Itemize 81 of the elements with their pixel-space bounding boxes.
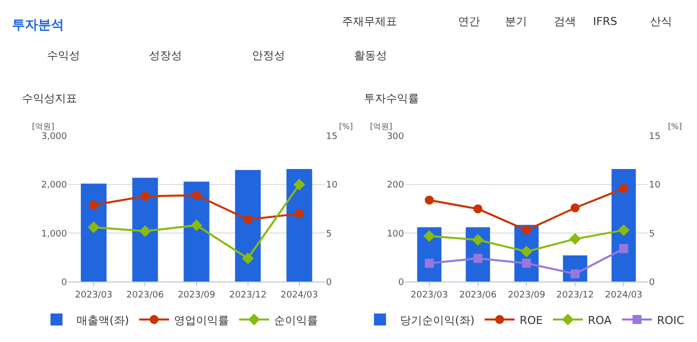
x-tick-label: 2023/06 (126, 290, 164, 300)
x-tick-label: 2023/09 (508, 290, 546, 300)
y-tick-label: 3,000 (41, 132, 68, 142)
point (424, 196, 434, 205)
y-tick-label: 0 (61, 278, 68, 288)
y2-axis-title: [%] (339, 122, 353, 131)
y-tick-label: 100 (386, 229, 404, 240)
text: 산식 (650, 15, 672, 28)
point (293, 178, 306, 190)
x-tick-label: 2023/12 (229, 290, 267, 300)
point (424, 258, 434, 268)
y2-tick-label: 5 (649, 229, 655, 240)
x-tick-label: 2024/03 (605, 290, 642, 300)
y-tick-label: 1,000 (41, 229, 68, 240)
y-axis-title: [억원] (370, 122, 392, 131)
y2-tick-label: 15 (326, 132, 338, 142)
legend-label: 영업이익률 (174, 314, 230, 327)
point (570, 269, 580, 278)
x-tick-label: 2024/03 (280, 290, 318, 300)
x-tick-label: 2023/12 (556, 290, 594, 300)
x-tick-label: 2023/03 (75, 290, 112, 300)
x-tick-label: 2023/09 (178, 290, 216, 300)
y-tick-label: 300 (386, 132, 404, 142)
y-tick-label: 0 (398, 278, 404, 288)
point (89, 200, 98, 210)
x-tick-label: 2023/03 (410, 290, 448, 300)
point (190, 219, 202, 232)
point (619, 184, 628, 193)
point (619, 244, 628, 254)
y2-tick-label: 0 (649, 278, 655, 288)
point (569, 233, 581, 245)
bar (80, 184, 107, 282)
y-axis-title: [억원] (32, 122, 54, 131)
bar (286, 169, 312, 282)
point (570, 203, 580, 212)
legend-label: ROIC (657, 314, 685, 327)
bar (132, 178, 158, 282)
point (522, 226, 531, 235)
point (242, 252, 254, 264)
point (140, 192, 150, 201)
text: 수익성 (47, 49, 80, 62)
y2-tick-label: 15 (649, 132, 660, 142)
text: 성장성 (149, 49, 182, 62)
text: 연간 (458, 15, 480, 28)
point (139, 225, 151, 238)
x-tick-label: 2023/06 (459, 290, 497, 300)
bar (612, 169, 636, 282)
y-tick-label: 2,000 (41, 180, 68, 191)
text: 안정성 (252, 49, 285, 62)
text: IFRS (593, 15, 618, 28)
chart-title: 수익성지표 (22, 92, 77, 105)
point (423, 230, 436, 242)
legend-label: ROA (588, 314, 612, 327)
text: 투자분석 (12, 18, 64, 33)
legend-label: 순이익률 (274, 314, 318, 327)
point (472, 234, 484, 246)
point (473, 254, 482, 263)
chart-title: 투자수익률 (364, 92, 419, 105)
text: 분기 (505, 15, 527, 28)
text: 활동성 (354, 49, 387, 62)
point (522, 258, 531, 268)
y2-tick-label: 10 (326, 180, 338, 191)
point (520, 246, 532, 258)
y2-tick-label: 10 (649, 180, 661, 191)
y-tick-label: 200 (386, 180, 404, 191)
legend-label: 당기순이익(좌) (400, 314, 475, 327)
bar (184, 182, 210, 282)
legend-label: ROE (520, 314, 543, 327)
point (294, 209, 304, 218)
point (88, 221, 100, 234)
bar (235, 170, 261, 282)
y2-axis-title: [%] (668, 122, 682, 131)
point (192, 190, 201, 200)
point (243, 215, 252, 224)
point (618, 224, 630, 236)
text: 검색 (554, 15, 576, 28)
y2-tick-label: 5 (326, 229, 332, 240)
point (473, 204, 482, 214)
text: 주재무제표 (342, 15, 397, 28)
legend-label: 매출액(좌) (76, 314, 130, 327)
y2-tick-label: 0 (326, 278, 332, 288)
